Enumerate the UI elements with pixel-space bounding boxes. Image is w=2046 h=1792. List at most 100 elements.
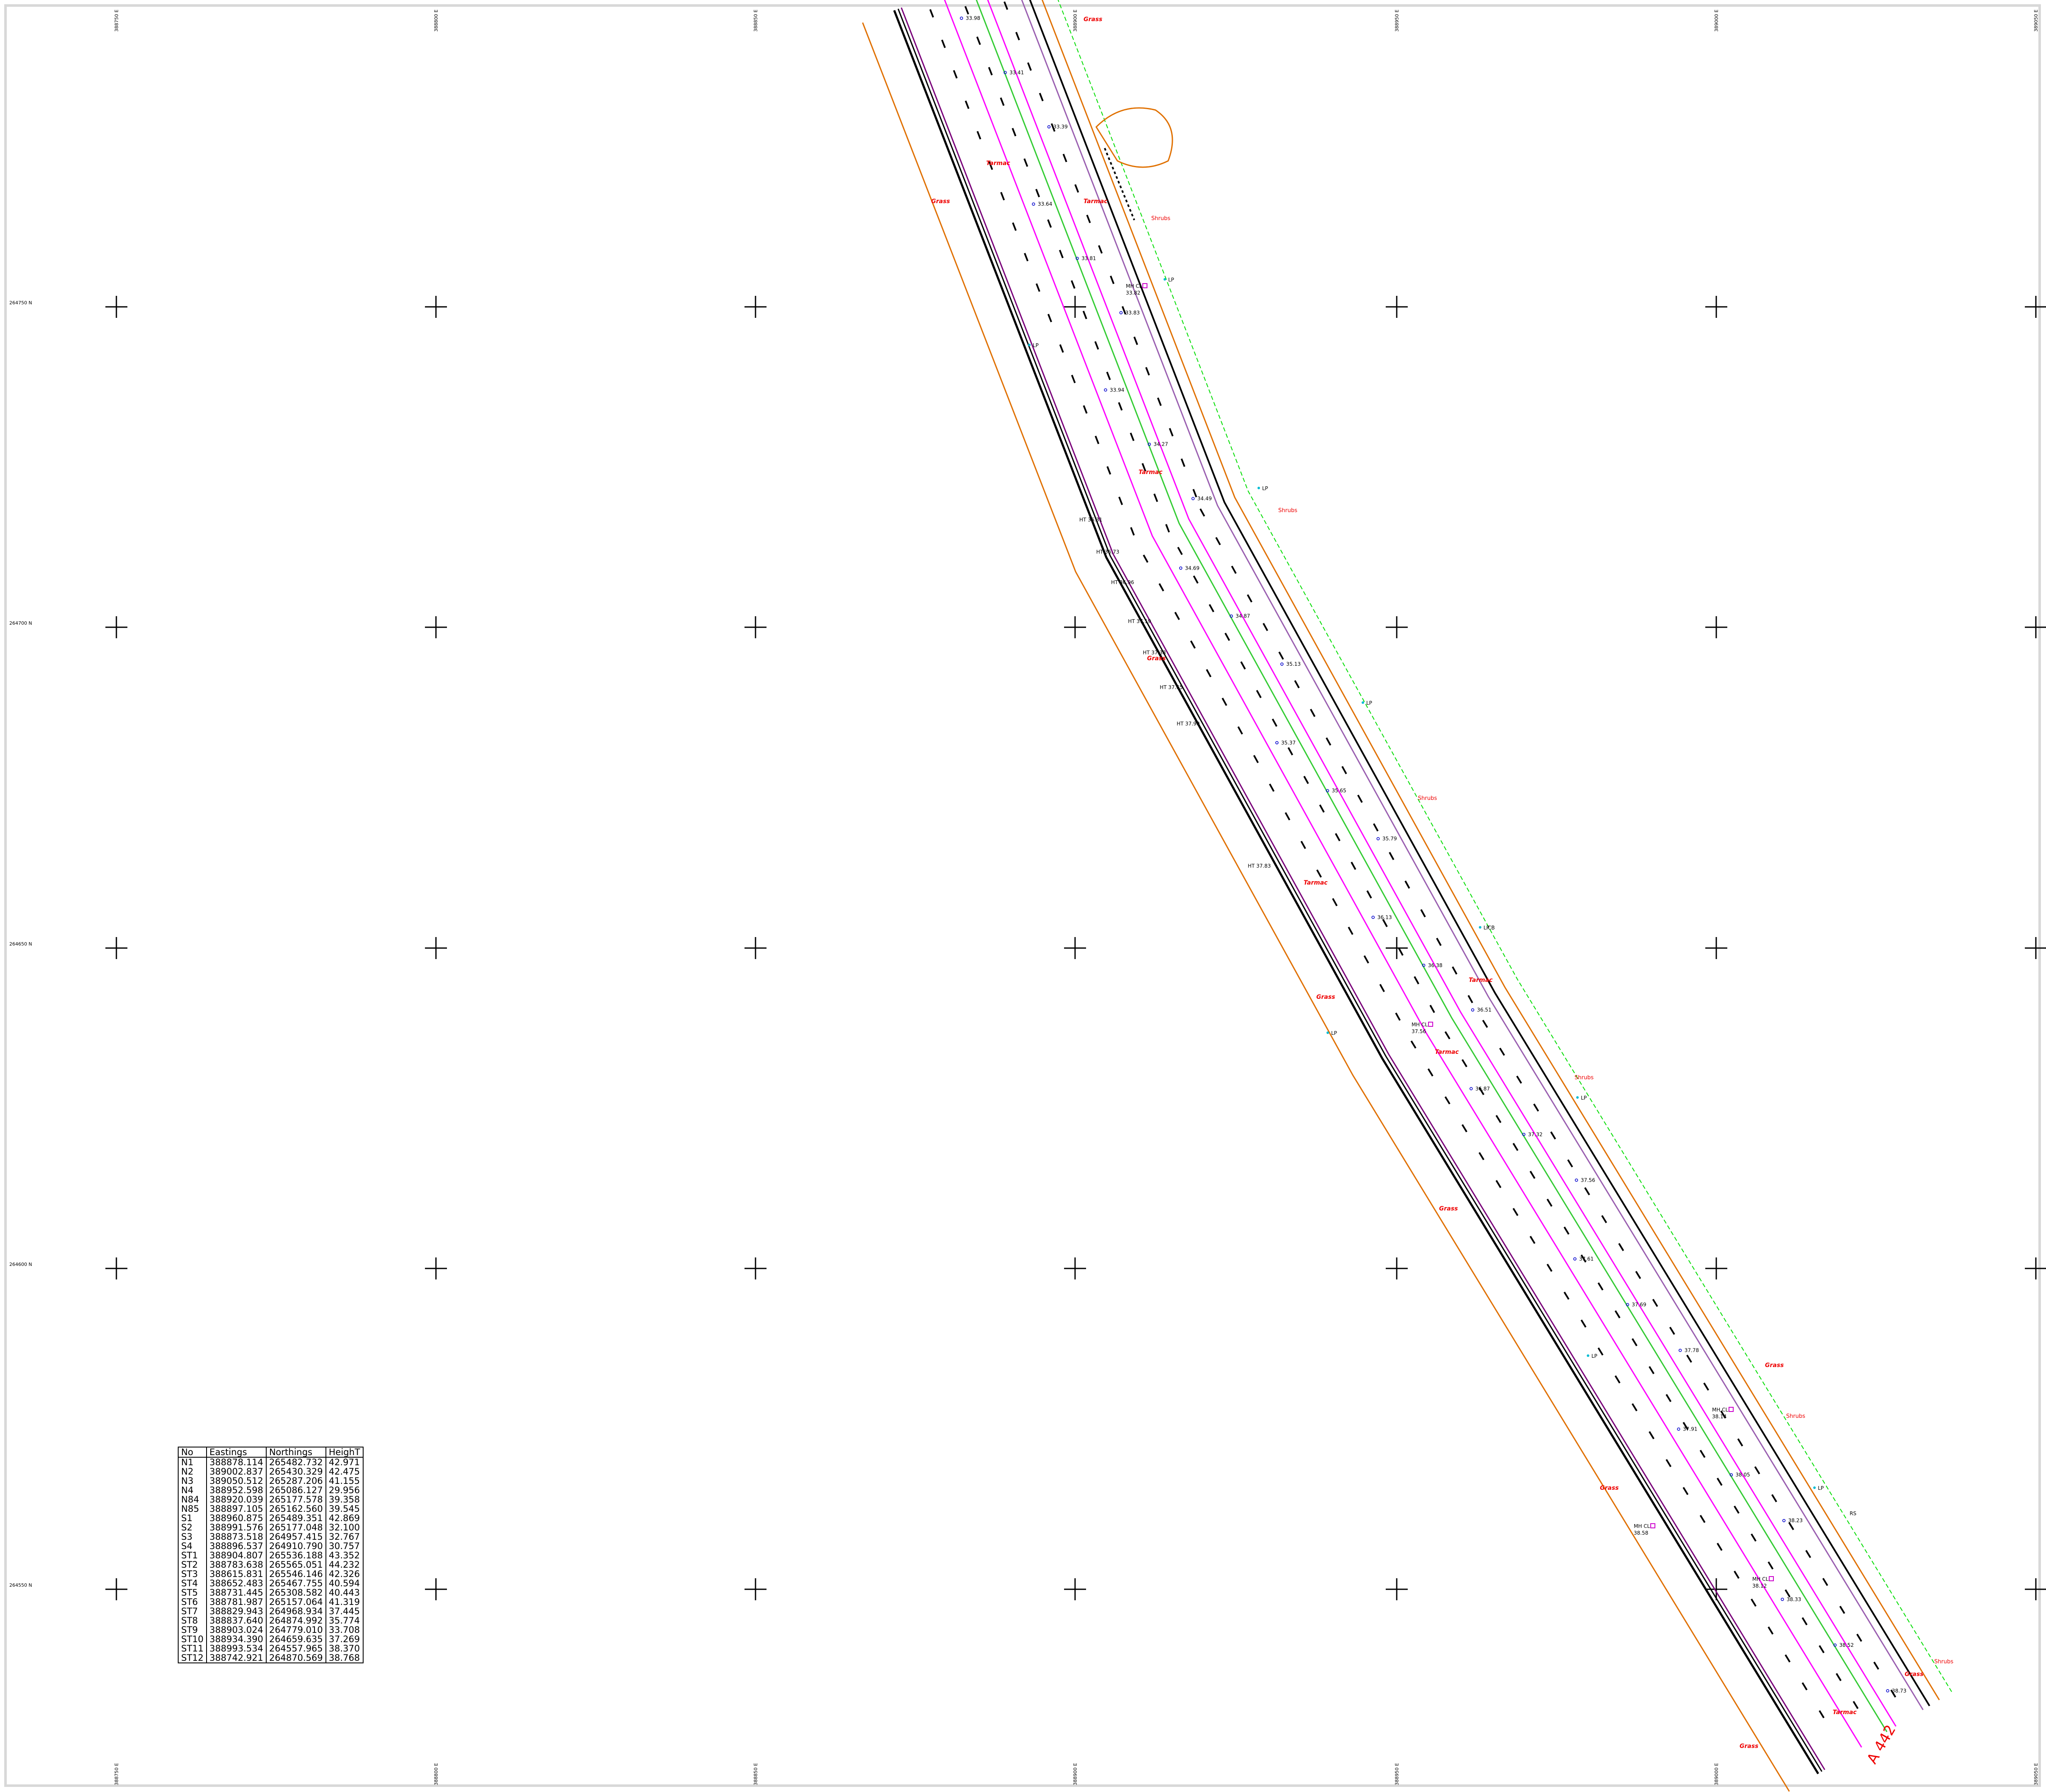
spot-height-label: 38.52 xyxy=(1839,1642,1854,1648)
lane-dash xyxy=(1720,1410,1726,1419)
cell-height: 30.757 xyxy=(325,1541,364,1551)
gully-marker xyxy=(1833,1643,1837,1647)
lane-dash xyxy=(1278,651,1284,660)
kerb-line-b xyxy=(987,0,1897,1727)
lane-dash xyxy=(1083,405,1088,414)
cell-height: 42.326 xyxy=(325,1569,364,1579)
lane-dash xyxy=(964,6,969,15)
cell-easting: 388952.598 xyxy=(206,1486,267,1495)
shrubs-label: Shrubs xyxy=(1418,795,1437,802)
gully-marker xyxy=(1275,741,1279,744)
lane-dash xyxy=(1580,1254,1587,1263)
lane-dash xyxy=(1682,1487,1689,1495)
easting-label-top: 388850 E xyxy=(753,10,758,32)
lane-dash xyxy=(1382,919,1388,927)
tarmac-label: Tarmac xyxy=(986,160,1010,167)
gully-marker xyxy=(1422,964,1426,967)
lamp-post-code: LP xyxy=(1366,700,1372,706)
lane-dash xyxy=(1158,583,1164,592)
cell-no: ST10 xyxy=(178,1635,207,1644)
lane-dash xyxy=(1039,93,1044,102)
cell-northing: 265536.188 xyxy=(265,1551,326,1560)
spot-height-label: 37.78 xyxy=(1685,1348,1699,1354)
lane-dash xyxy=(1389,852,1395,860)
spot-height-label: 38.23 xyxy=(1788,1518,1803,1524)
lane-dash xyxy=(1734,1571,1740,1579)
gully-marker xyxy=(960,17,963,20)
lane-dash xyxy=(988,67,993,76)
lane-dash xyxy=(1563,1291,1570,1300)
table-row: N3 389050.512 265287.206 41.155 xyxy=(178,1476,364,1486)
lane-dash xyxy=(1012,128,1017,137)
spot-height-label: 33.39 xyxy=(1053,124,1067,130)
cell-height: 40.594 xyxy=(325,1579,364,1588)
lane-dash xyxy=(1130,433,1135,441)
table-row: ST9 388903.024 264779.010 33.708 xyxy=(178,1625,364,1635)
road-edge-west-inner xyxy=(897,8,1823,1772)
tarmac-label: Tarmac xyxy=(1304,879,1328,886)
spot-height-label: 33.64 xyxy=(1038,201,1052,207)
tarmac-label: Tarmac xyxy=(1469,977,1493,984)
lane-dash xyxy=(1784,1589,1791,1598)
road-sign-code: RS xyxy=(1850,1511,1856,1516)
cell-height: 44.232 xyxy=(325,1560,364,1569)
lane-dash xyxy=(1256,690,1262,698)
lane-dash xyxy=(1110,276,1115,284)
table-row: ST11 388993.534 264557.965 38.370 xyxy=(178,1644,364,1653)
manhole-marker xyxy=(1428,1022,1433,1027)
hedge-height-label: HT 37.19 xyxy=(1128,618,1151,624)
spot-height-label: 35.79 xyxy=(1382,836,1397,842)
lane-dash xyxy=(1839,1606,1845,1614)
grass-label: Grass xyxy=(1316,994,1335,1001)
lane-dash xyxy=(1059,344,1064,353)
lane-dash xyxy=(1000,192,1005,201)
lane-dash xyxy=(1516,1075,1522,1084)
cell-northing: 265157.064 xyxy=(265,1597,326,1607)
lane-dash xyxy=(1669,1326,1675,1335)
carriageway-edge-west xyxy=(901,7,1825,1770)
cell-no: ST9 xyxy=(178,1625,207,1635)
col-northings-header: Northings xyxy=(265,1447,326,1458)
lane-dash xyxy=(1768,1561,1774,1570)
lane-dash xyxy=(1199,508,1205,517)
cell-northing: 264779.010 xyxy=(265,1625,326,1635)
hedge-height-label: HT 37.38 xyxy=(1143,650,1166,656)
spot-height-label: 34.87 xyxy=(1235,613,1250,619)
cell-easting: 388991.576 xyxy=(206,1523,267,1532)
lane-dash xyxy=(1635,1271,1641,1279)
lane-dash xyxy=(1294,680,1300,689)
lane-dash xyxy=(1853,1701,1859,1709)
spot-height-label: 38.33 xyxy=(1787,1596,1801,1602)
lane-dash xyxy=(1836,1673,1842,1682)
gully-marker xyxy=(1574,1178,1578,1182)
cell-no: S4 xyxy=(178,1541,207,1551)
lane-dash xyxy=(1597,1282,1604,1291)
spot-height-label: 37.61 xyxy=(1579,1256,1594,1262)
lane-dash xyxy=(1512,1143,1519,1151)
lane-dash xyxy=(1649,1366,1654,1374)
cell-easting: 388896.537 xyxy=(206,1541,267,1551)
lane-dash xyxy=(1363,955,1369,964)
cell-no: ST11 xyxy=(178,1644,207,1653)
lane-dash xyxy=(1118,402,1123,411)
manhole-code: MH CL xyxy=(1712,1407,1729,1413)
gully-marker xyxy=(1522,1133,1525,1136)
cell-height: 42.971 xyxy=(325,1457,364,1467)
lane-dash xyxy=(1547,1199,1552,1207)
gully-marker xyxy=(1326,789,1329,792)
spot-height-label: 36.38 xyxy=(1428,962,1442,968)
lane-dash xyxy=(1215,537,1221,546)
lane-dash xyxy=(1550,1131,1556,1140)
lamp-post-code: LP xyxy=(1168,277,1174,283)
lane-dash xyxy=(1665,1459,1672,1467)
hedge-height-label: HT 36.31 xyxy=(1079,517,1103,523)
lamp-post-marker xyxy=(1257,487,1260,489)
lane-dash xyxy=(1512,1208,1519,1216)
northing-label: 264550 N xyxy=(9,1582,32,1588)
easting-label-top: 388900 E xyxy=(1073,10,1078,32)
spot-height-label: 37.91 xyxy=(1683,1426,1697,1432)
gully-marker xyxy=(1004,71,1007,74)
lane-dash xyxy=(1890,1689,1897,1698)
lane-dash xyxy=(1652,1299,1658,1307)
